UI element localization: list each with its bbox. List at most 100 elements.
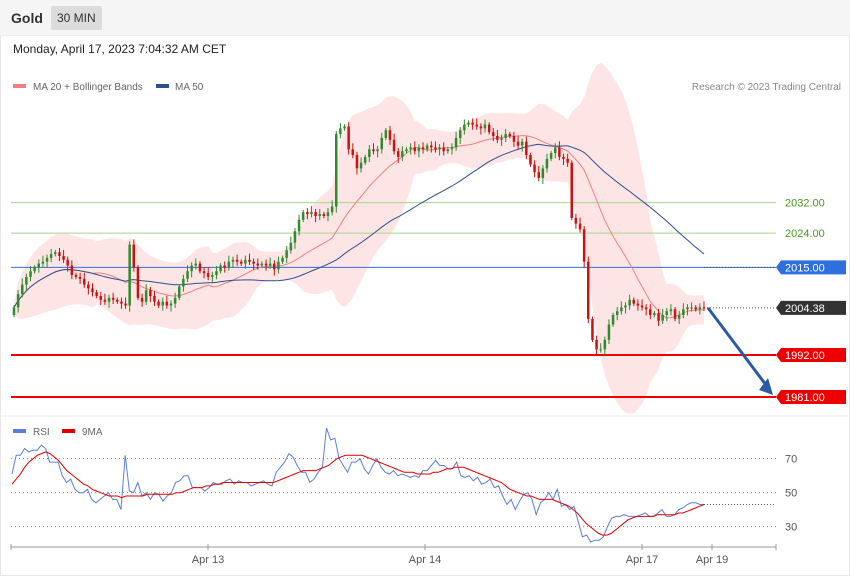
candle-body bbox=[83, 278, 86, 285]
timeframe-badge[interactable]: 30 MIN bbox=[51, 6, 102, 30]
candle-body bbox=[392, 139, 396, 152]
candle-body bbox=[153, 296, 156, 302]
candle-body bbox=[611, 315, 615, 325]
candle-body bbox=[252, 261, 255, 264]
candle-body bbox=[12, 307, 16, 315]
candle-body bbox=[384, 130, 388, 138]
candle-body bbox=[442, 147, 445, 152]
copyright-text: Research © 2023 Trading Central bbox=[692, 82, 841, 93]
x-tick-label-Apr-19: Apr 19 bbox=[696, 554, 728, 566]
candle-body bbox=[25, 277, 28, 285]
candle-body bbox=[190, 265, 193, 272]
candle-body bbox=[128, 244, 131, 306]
candle-body bbox=[161, 301, 164, 306]
candle-body bbox=[140, 297, 144, 302]
candle-body bbox=[434, 147, 437, 150]
candle-body bbox=[620, 307, 623, 312]
candle-body bbox=[616, 311, 619, 315]
candle-body bbox=[186, 271, 189, 279]
candle-body bbox=[690, 307, 693, 309]
legend-rsi-swatch bbox=[13, 429, 26, 433]
candle-body bbox=[380, 137, 383, 150]
level-label-1981.00: 1981.00 bbox=[785, 392, 825, 404]
candle-body bbox=[202, 271, 206, 274]
candle-body bbox=[74, 275, 78, 277]
x-tick-label-Apr-17: Apr 17 bbox=[626, 554, 658, 566]
candle-body bbox=[653, 313, 656, 315]
candle-body bbox=[587, 261, 590, 319]
candle-body bbox=[368, 149, 371, 157]
legend-rsi-label: RSI bbox=[33, 427, 50, 438]
rsi-plot: 70 50 30 bbox=[11, 427, 797, 543]
candle-body bbox=[512, 136, 516, 142]
candle-body bbox=[669, 309, 673, 312]
candle-body bbox=[78, 277, 82, 279]
candle-body bbox=[376, 149, 379, 152]
candle-body bbox=[632, 299, 635, 304]
level-tag-1992.00 bbox=[776, 348, 846, 363]
candle-body bbox=[599, 349, 602, 351]
candle-body bbox=[264, 263, 268, 266]
candle-body bbox=[450, 147, 454, 150]
candle-body bbox=[144, 290, 148, 302]
candle-body bbox=[483, 124, 487, 129]
projection-arrow-shaft bbox=[706, 306, 768, 386]
candle-body bbox=[417, 147, 421, 152]
candle-body bbox=[702, 307, 706, 309]
candle-body bbox=[603, 339, 607, 350]
candle-body bbox=[430, 145, 433, 148]
candle-body bbox=[314, 212, 317, 216]
candle-body bbox=[570, 162, 573, 218]
chart-timestamp: Monday, April 17, 2023 7:04:32 AM CET bbox=[13, 42, 227, 56]
candle-body bbox=[698, 307, 702, 310]
candle-body bbox=[182, 278, 185, 287]
candle-body bbox=[496, 136, 499, 140]
candle-body bbox=[285, 250, 288, 258]
legend-9ma-label: 9MA bbox=[82, 427, 103, 438]
candle-body bbox=[165, 301, 169, 306]
candle-body bbox=[454, 137, 458, 148]
rsi-tick-label-30: 30 bbox=[785, 522, 797, 534]
candle-body bbox=[149, 290, 152, 296]
price-plot: 2032.00 2024.00 2015.00 2004.38 1992.00 1981.… bbox=[11, 62, 846, 414]
candle-body bbox=[322, 214, 326, 216]
candle-body bbox=[16, 294, 20, 308]
candle-body bbox=[281, 257, 284, 262]
instrument-name: Gold bbox=[11, 10, 43, 26]
candle-body bbox=[628, 299, 631, 306]
candle-body bbox=[297, 219, 301, 232]
candle-body bbox=[463, 124, 466, 131]
candle-body bbox=[95, 292, 98, 296]
candle-body bbox=[124, 303, 127, 306]
candle-body bbox=[574, 217, 578, 224]
candle-body bbox=[661, 315, 664, 321]
candle-body bbox=[372, 149, 375, 152]
candle-body bbox=[595, 339, 598, 350]
candle-body bbox=[211, 275, 214, 277]
candle-body bbox=[525, 141, 528, 155]
candle-body bbox=[120, 301, 123, 304]
candle-body bbox=[37, 263, 40, 268]
candle-body bbox=[520, 141, 524, 146]
legend-ma20-label: MA 20 + Bollinger Bands bbox=[33, 82, 143, 93]
candle-body bbox=[537, 172, 540, 178]
bollinger-band bbox=[14, 62, 704, 414]
x-tick-label-Apr-14: Apr 14 bbox=[409, 554, 441, 566]
candle-body bbox=[41, 261, 45, 264]
candle-body bbox=[686, 307, 689, 310]
candle-body bbox=[194, 263, 197, 266]
candle-body bbox=[644, 307, 648, 310]
candle-body bbox=[256, 263, 259, 266]
candle-body bbox=[351, 149, 354, 155]
candle-body bbox=[330, 206, 334, 213]
candle-body bbox=[227, 261, 231, 268]
candle-body bbox=[657, 313, 660, 321]
level-label-2015.00: 2015.00 bbox=[785, 262, 825, 274]
candle-body bbox=[29, 271, 32, 277]
candle-body bbox=[405, 149, 408, 152]
level-label-2032.00: 2032.00 bbox=[785, 198, 825, 210]
candle-body bbox=[475, 124, 478, 127]
candle-body bbox=[54, 252, 57, 255]
candle-body bbox=[326, 212, 330, 216]
